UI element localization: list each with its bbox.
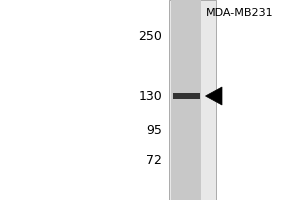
Bar [172, 93, 200, 99]
Text: 130: 130 [138, 90, 162, 102]
Bar [171, 0, 201, 200]
Bar [169, 0, 216, 200]
Polygon shape [206, 87, 222, 105]
Text: 72: 72 [146, 154, 162, 166]
Text: MDA-MB231: MDA-MB231 [206, 8, 274, 18]
Text: 250: 250 [138, 29, 162, 43]
Text: 95: 95 [146, 123, 162, 136]
